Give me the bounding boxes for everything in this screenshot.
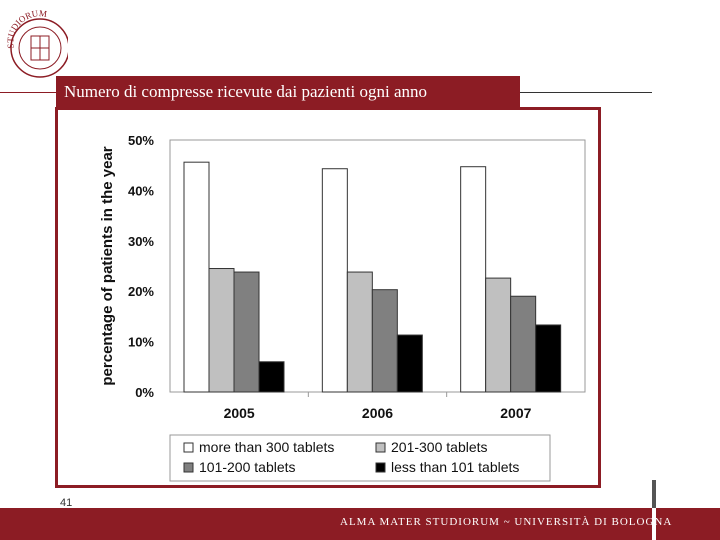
bar-201-300-tablets-2005	[208, 268, 235, 393]
bar-201-300-tablets-2007	[485, 277, 512, 393]
bar-101-200-tablets-2007	[510, 295, 537, 393]
x-tick-label: 2007	[500, 405, 531, 421]
bar-201-300-tablets-2006	[346, 271, 373, 393]
legend-swatch	[375, 462, 386, 473]
bar-101-200-tablets-2005	[233, 271, 260, 393]
bar-more-than-300-tablets-2005	[183, 161, 210, 393]
x-tick-label: 2006	[362, 405, 393, 421]
bar-less-than-101-tablets-2006	[396, 334, 423, 393]
header-rule-left	[0, 92, 56, 93]
y-tick-label: 50%	[128, 133, 154, 148]
bar-more-than-300-tablets-2006	[321, 168, 348, 393]
header-rule-right	[520, 92, 652, 93]
y-axis-label: percentage of patients in the year	[99, 146, 116, 385]
bar-less-than-101-tablets-2005	[258, 361, 285, 393]
x-tick-label: 2005	[224, 405, 255, 421]
legend-label: more than 300 tablets	[199, 439, 334, 455]
university-seal-logo: STUDIORUM	[6, 8, 68, 78]
y-tick-label: 20%	[128, 284, 154, 299]
y-tick-label: 0%	[135, 385, 154, 400]
plot-area: 0% 10% 20% 30% 40% 50% percentage of patients …	[99, 133, 586, 482]
legend-swatch	[183, 442, 194, 453]
legend-label: 101-200 tablets	[199, 459, 296, 475]
legend-label: 201-300 tablets	[391, 439, 488, 455]
bar-chart: 0% 10% 20% 30% 40% 50% percentage of patients …	[99, 133, 586, 482]
y-tick-label: 30%	[128, 234, 154, 249]
y-tick-label: 40%	[128, 183, 154, 198]
bar-101-200-tablets-2006	[371, 289, 398, 393]
right-rule	[652, 480, 656, 534]
svg-text:STUDIORUM: STUDIORUM	[6, 8, 48, 49]
legend-swatch	[375, 442, 386, 453]
page-number: 41	[60, 497, 73, 509]
y-tick-label: 10%	[128, 335, 154, 350]
bar-less-than-101-tablets-2007	[535, 324, 562, 393]
footer-bar: ALMA MATER STUDIORUM ~ UNIVERSITÀ DI BOL…	[0, 508, 720, 540]
footer-university-name: ALMA MATER STUDIORUM ~ UNIVERSITÀ DI BOL…	[340, 516, 673, 528]
chart-frame: 0% 10% 20% 30% 40% 50% percentage of patients …	[55, 107, 601, 488]
footer-rule	[652, 508, 656, 540]
slide-title: Numero di compresse ricevute dai pazient…	[56, 76, 520, 107]
seal-text: STUDIORUM	[6, 8, 48, 49]
legend-swatch	[183, 462, 194, 473]
bar-more-than-300-tablets-2007	[460, 166, 487, 393]
legend-label: less than 101 tablets	[391, 459, 519, 475]
legend	[169, 434, 551, 482]
